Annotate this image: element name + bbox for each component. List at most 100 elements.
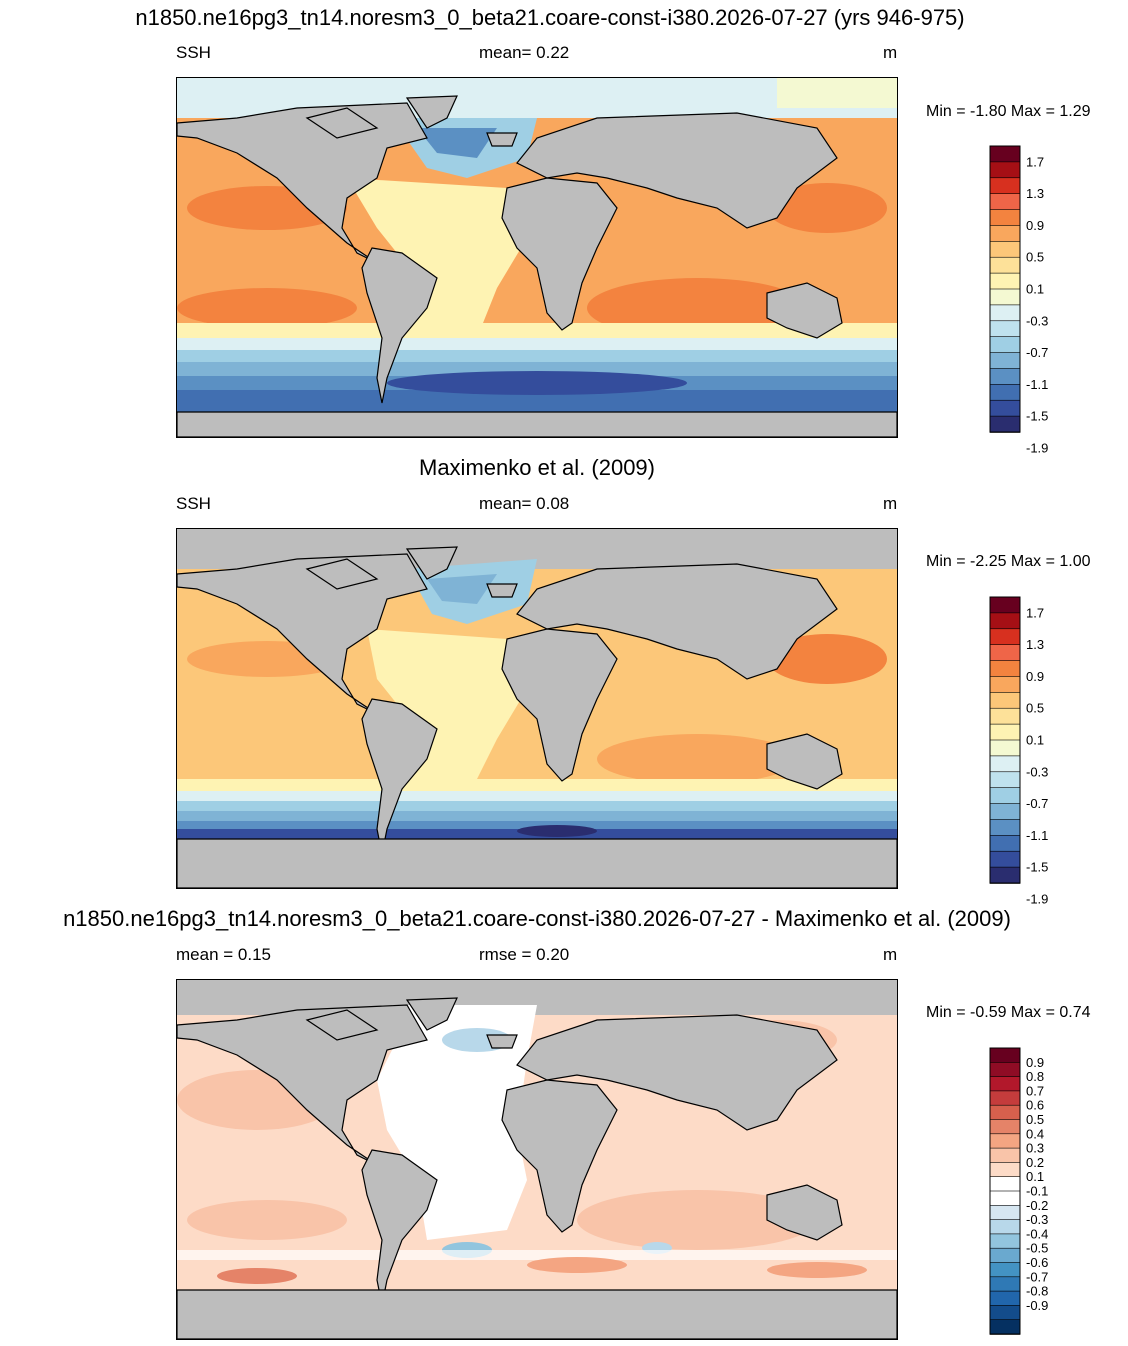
panel-3-colorbar: 0.9 0.8 0.7 0.6 0.5 0.4 0.3 0.2 0.1 -0.1 -0.2 -0.3-…	[989, 1047, 1070, 1335]
colorbar-1-tick-label: -1.1	[1026, 377, 1048, 392]
colorbar-3-tick-label: -0.6	[1026, 1255, 1048, 1270]
colorbar-3-tick-label: -0.8	[1026, 1284, 1048, 1299]
colorbar-2-tick-label: 1.7	[1026, 605, 1044, 620]
colorbar-2-swatch	[989, 660, 1021, 678]
colorbar-2-tick-label: 0.9	[1026, 669, 1044, 684]
panel-1-colorbar: 1.7 1.3 0.9 0.5 0.1 -0.3 -0.7 -1.1 -1.5 -1.9	[989, 145, 1070, 455]
colorbar-2-tick-label: -0.7	[1026, 796, 1048, 811]
colorbar-3-tick-label: 0.8	[1026, 1069, 1044, 1084]
colorbar-3-swatch	[989, 1319, 1021, 1335]
panel-1-map	[176, 77, 898, 438]
colorbar-2-swatch	[989, 739, 1021, 757]
colorbar-1-swatch	[989, 384, 1021, 402]
colorbar-3-swatch	[989, 1133, 1021, 1149]
panel-1-title: n1850.ne16pg3_tn14.noresm3_0_beta21.coar…	[135, 5, 965, 30]
colorbar-1-swatch	[989, 415, 1021, 433]
colorbar-1-swatch	[989, 304, 1021, 322]
colorbar-3-tick-label: -0.7	[1026, 1269, 1048, 1284]
colorbar-3-swatch	[989, 1176, 1021, 1192]
colorbar-2-swatch	[989, 628, 1021, 646]
colorbar-3-swatch	[989, 1162, 1021, 1178]
colorbar-3-tick-label: -0.2	[1026, 1198, 1048, 1213]
colorbar-3-swatch	[989, 1062, 1021, 1078]
colorbar-2-tick-label: 0.5	[1026, 701, 1044, 716]
colorbar-1-swatch	[989, 288, 1021, 306]
colorbar-1-tick-label: 0.1	[1026, 282, 1044, 297]
colorbar-2-tick-label: -0.3	[1026, 764, 1048, 779]
colorbar-1-tick-label: -1.9	[1026, 440, 1048, 455]
colorbar-1-swatch	[989, 225, 1021, 243]
colorbar-3-swatch	[989, 1090, 1021, 1107]
colorbar-1-swatch	[989, 145, 1021, 163]
colorbar-2-swatch	[989, 819, 1021, 837]
colorbar-3-tick-label: -0.9	[1026, 1298, 1048, 1313]
colorbar-2-swatch	[989, 850, 1021, 868]
colorbar-2-swatch	[989, 771, 1021, 789]
colorbar-1-swatch	[989, 177, 1021, 195]
panel-1-variable-label: SSH	[176, 43, 211, 62]
colorbar-3-swatch	[989, 1104, 1021, 1121]
colorbar-1-tick-label: -1.5	[1026, 409, 1048, 424]
colorbar-2-tick-label: -1.1	[1026, 828, 1048, 843]
panel-2-map	[176, 528, 898, 889]
colorbar-2-tick-label: 1.3	[1026, 637, 1044, 652]
colorbar-3-swatch	[989, 1047, 1021, 1064]
colorbar-3-tick-label: 0.4	[1026, 1126, 1044, 1141]
colorbar-1-swatch	[989, 193, 1021, 211]
colorbar-3-tick-label: -0.4	[1026, 1226, 1048, 1241]
panel-3-mean-label: mean = 0.15	[176, 945, 271, 964]
panel-3-units-label: m	[883, 945, 898, 964]
colorbar-1-tick-label: 1.3	[1026, 186, 1044, 201]
colorbar-3-swatch	[989, 1247, 1021, 1264]
colorbar-1-tick-label: -0.3	[1026, 313, 1048, 328]
colorbar-2-swatch	[989, 676, 1021, 694]
colorbar-3-swatch	[989, 1290, 1021, 1307]
colorbar-2-swatch	[989, 596, 1021, 614]
colorbar-3-tick-label: 0.9	[1026, 1055, 1044, 1070]
colorbar-3-tick-label: 0.1	[1026, 1169, 1044, 1184]
panel-2-minmax-label: Min = -2.25 Max = 1.00	[926, 553, 1091, 570]
colorbar-1-swatch	[989, 368, 1021, 386]
colorbar-3-tick-label: 0.3	[1026, 1141, 1044, 1156]
colorbar-3-tick-label: 0.7	[1026, 1083, 1044, 1098]
colorbar-2-swatch	[989, 803, 1021, 821]
panel-3-title: n1850.ne16pg3_tn14.noresm3_0_beta21.coar…	[63, 906, 1011, 931]
colorbar-2-swatch	[989, 866, 1021, 884]
panel-3-map	[176, 979, 898, 1340]
colorbar-3-swatch	[989, 1147, 1021, 1164]
colorbar-2-swatch	[989, 692, 1021, 710]
colorbar-1-tick-label: 1.7	[1026, 154, 1044, 169]
colorbar-3-tick-label: 0.2	[1026, 1155, 1044, 1170]
panel-1-units-label: m	[883, 43, 898, 62]
colorbar-2-tick-label: 0.1	[1026, 733, 1044, 748]
colorbar-2-swatch	[989, 612, 1021, 630]
colorbar-2-swatch	[989, 835, 1021, 853]
colorbar-3-swatch	[989, 1076, 1021, 1092]
colorbar-2-swatch	[989, 787, 1021, 805]
panel-2-mean-label: mean= 0.08	[479, 494, 570, 513]
colorbar-3-tick-label: -0.5	[1026, 1241, 1048, 1256]
colorbar-3-tick-label: -0.1	[1026, 1184, 1048, 1199]
panel-1-mean-label: mean= 0.22	[479, 43, 570, 62]
colorbar-3-swatch	[989, 1205, 1021, 1221]
colorbar-2-outline	[989, 596, 1021, 884]
colorbar-2-swatch	[989, 755, 1021, 773]
colorbar-3-tick-label: 0.6	[1026, 1098, 1044, 1113]
colorbar-1-tick-label: 0.5	[1026, 250, 1044, 265]
colorbar-1-swatch	[989, 336, 1021, 354]
colorbar-2-swatch	[989, 723, 1021, 741]
colorbar-2-swatch	[989, 644, 1021, 662]
colorbar-3-outline	[989, 1047, 1021, 1335]
colorbar-3-swatch	[989, 1219, 1021, 1235]
panel-2-colorbar: 1.7 1.3 0.9 0.5 0.1 -0.3 -0.7 -1.1 -1.5 -1.9	[989, 596, 1070, 906]
colorbar-1-swatch	[989, 272, 1021, 290]
colorbar-3-tick-label: -0.3	[1026, 1212, 1048, 1227]
panel-2-units-label: m	[883, 494, 898, 513]
colorbar-3-swatch	[989, 1276, 1021, 1292]
colorbar-3-swatch	[989, 1262, 1021, 1278]
colorbar-2-tick-label: -1.5	[1026, 860, 1048, 875]
panel-2-title: Maximenko et al. (2009)	[419, 455, 655, 480]
colorbar-3-swatch	[989, 1305, 1021, 1321]
colorbar-1-swatch	[989, 320, 1021, 338]
colorbar-1-swatch	[989, 161, 1021, 179]
